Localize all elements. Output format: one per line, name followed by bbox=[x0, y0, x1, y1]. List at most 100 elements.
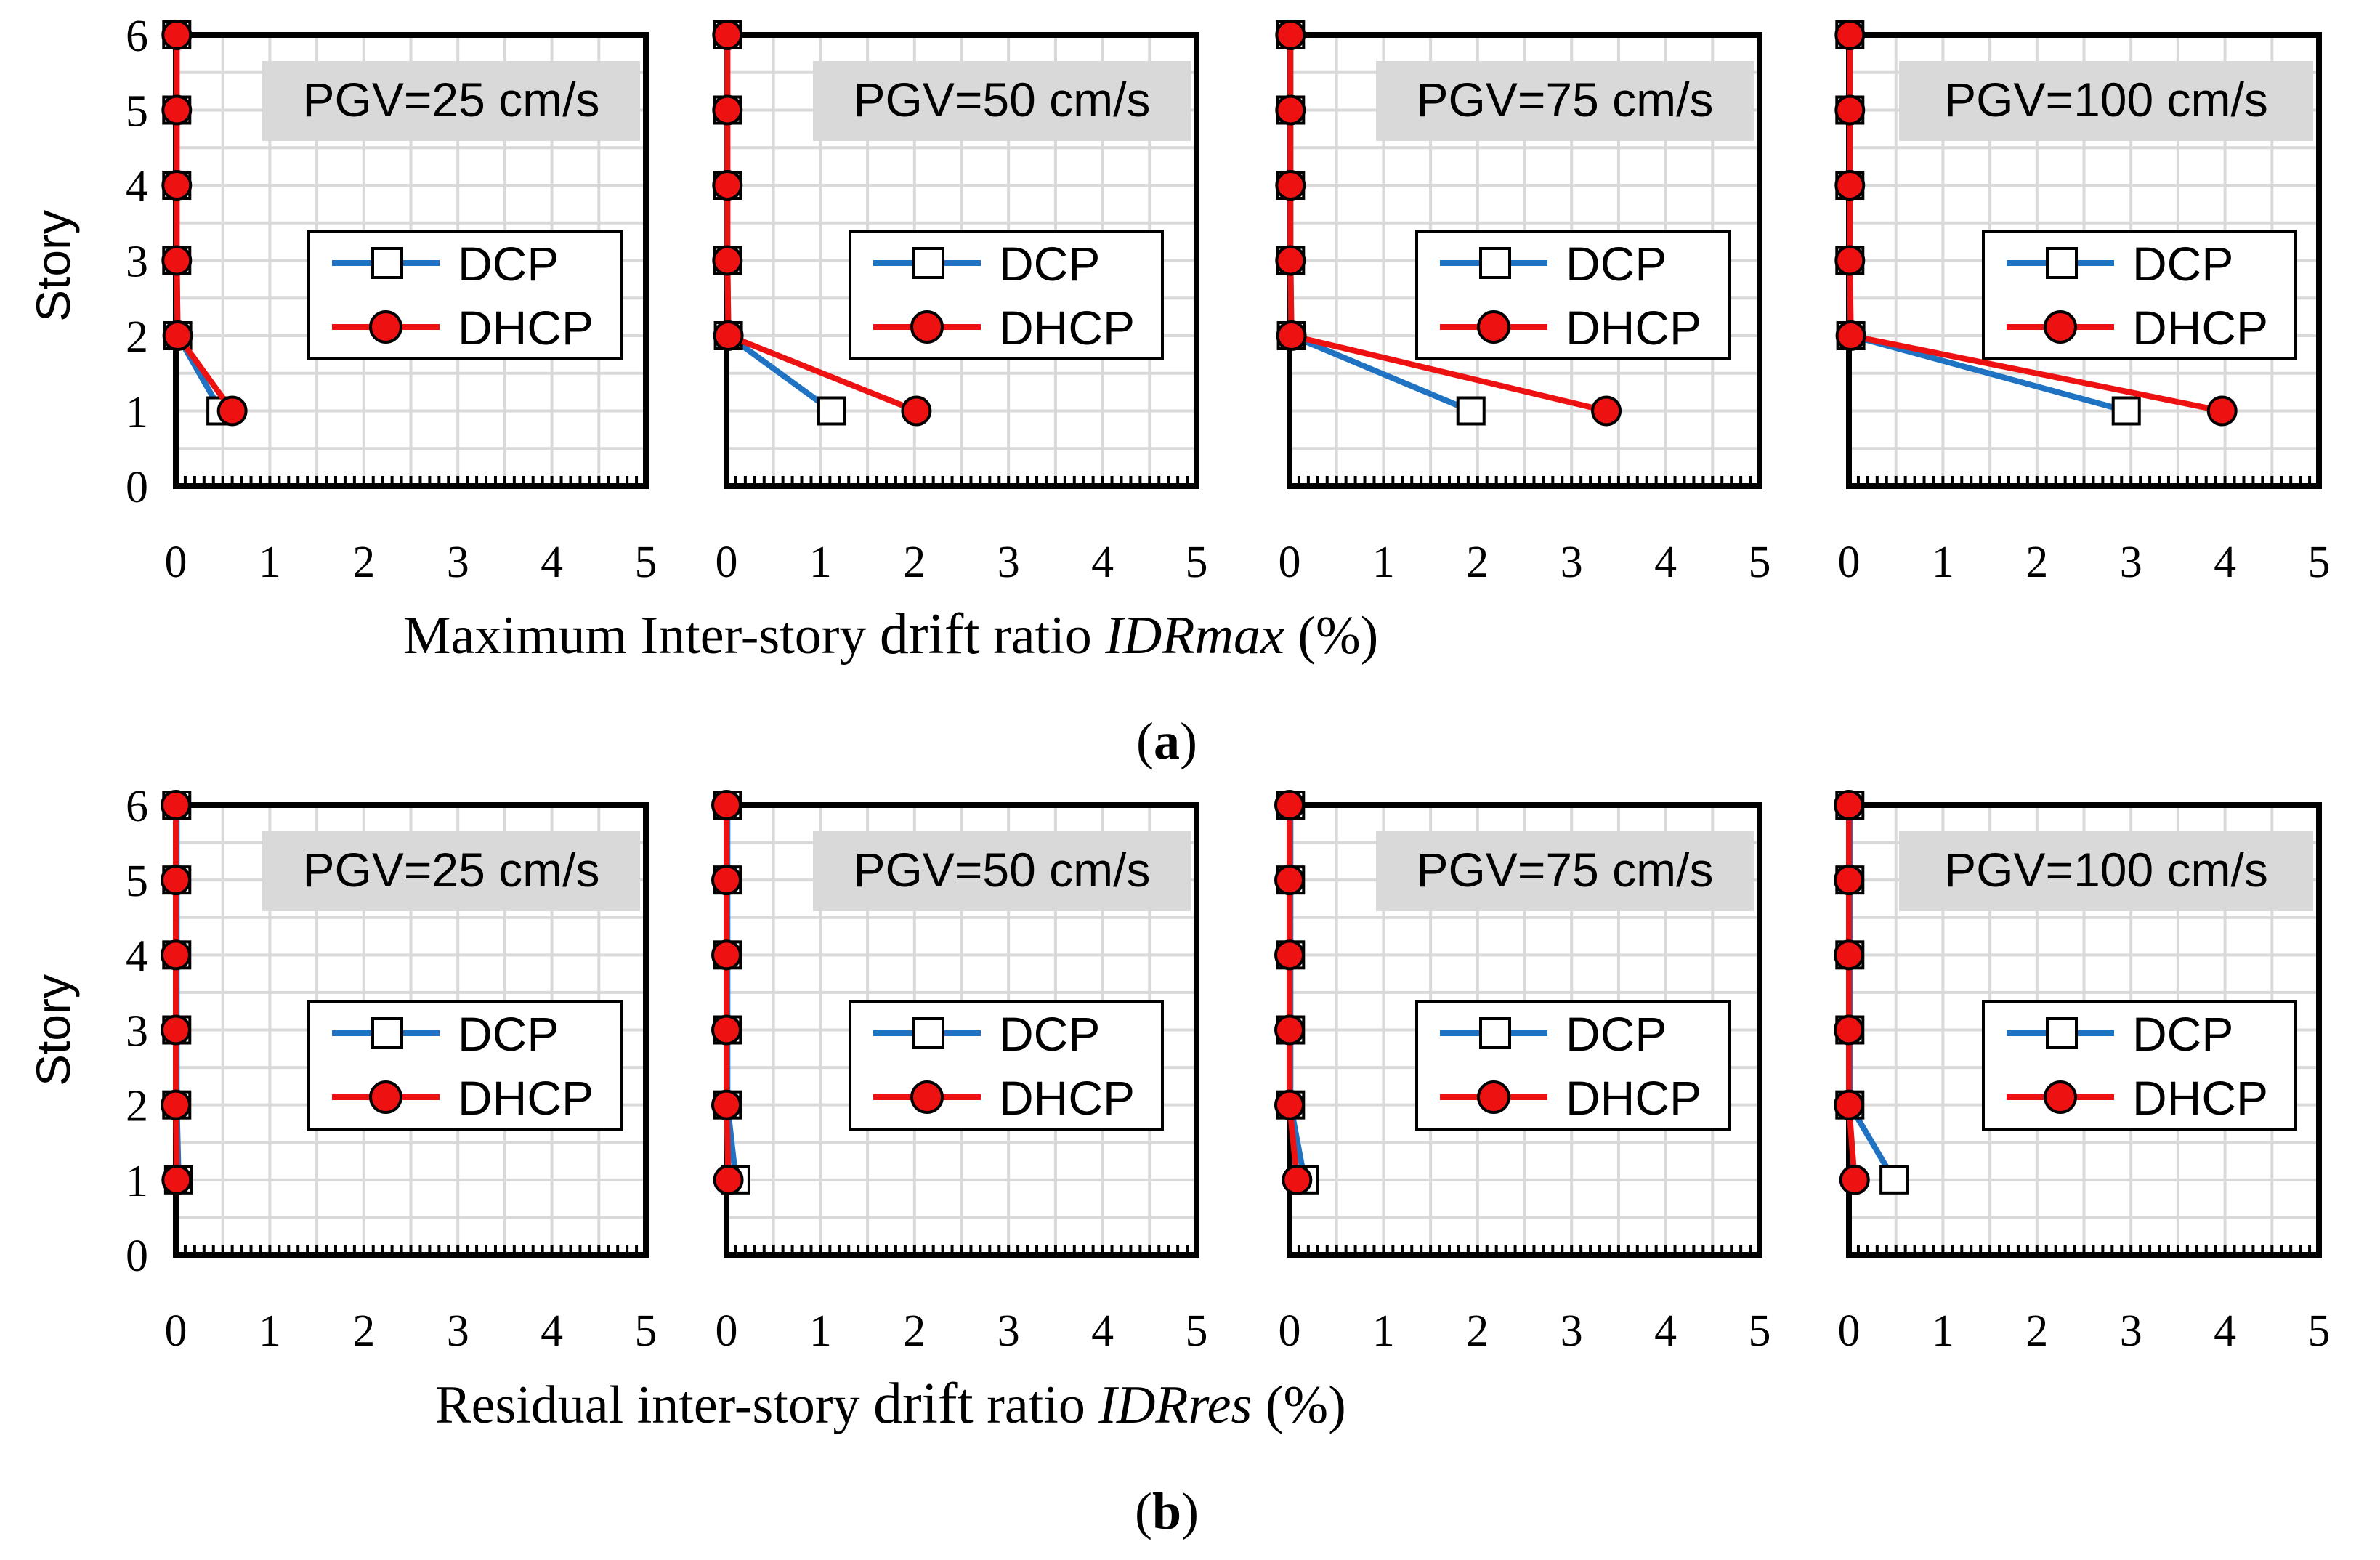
legend-box bbox=[849, 230, 1164, 360]
data-point-dhcp bbox=[161, 790, 191, 820]
x-tick-label: 2 bbox=[903, 1306, 926, 1356]
subplot-title-box bbox=[1899, 831, 2313, 911]
y-tick-label: 0 bbox=[126, 1232, 148, 1281]
x-tick-label: 1 bbox=[809, 538, 832, 587]
subplot-title-box bbox=[813, 831, 1191, 911]
data-point-dhcp bbox=[1835, 320, 1866, 351]
y-tick-label: 5 bbox=[126, 857, 148, 906]
x-tick-label: 3 bbox=[447, 1306, 469, 1356]
y-tick-label: 0 bbox=[126, 463, 148, 512]
x-tick-label: 5 bbox=[1749, 538, 1771, 587]
legend-marker-dhcp bbox=[2044, 310, 2077, 344]
data-point-dhcp bbox=[161, 939, 191, 971]
subplot-title: PGV=50 cm/s bbox=[854, 73, 1151, 126]
data-point-dhcp bbox=[1834, 20, 1866, 50]
data-point-dhcp bbox=[1834, 939, 1864, 971]
legend-label: DHCP bbox=[1566, 301, 1701, 355]
subplot-b-3: PGV=75 cm/s 0 1 2 3 4 5 DCP DHCP bbox=[1274, 790, 1771, 1356]
data-point-dhcp bbox=[1834, 245, 1866, 276]
series-line bbox=[724, 805, 732, 1180]
subplot-title-box bbox=[262, 831, 640, 911]
series-dhcp bbox=[161, 20, 248, 427]
legend-box bbox=[849, 1000, 1164, 1131]
legend-label: DHCP bbox=[999, 301, 1135, 355]
data-point-dcp bbox=[817, 396, 846, 426]
x-tick-label: 3 bbox=[2120, 538, 2142, 587]
x-tick-label: 2 bbox=[1466, 1306, 1489, 1356]
subplot-a-2: PGV=50 cm/s 0 1 2 3 4 5 DCP DHCP bbox=[712, 20, 1208, 587]
legend-box bbox=[1415, 1000, 1731, 1131]
legend-label: DCP bbox=[999, 237, 1100, 291]
data-point-dhcp bbox=[161, 1164, 193, 1195]
data-point-dhcp bbox=[1274, 939, 1305, 971]
series-dhcp bbox=[1834, 20, 2238, 427]
subplot-title: PGV=100 cm/s bbox=[1944, 843, 2268, 897]
x-tick-label: 1 bbox=[1932, 538, 1954, 587]
x-tick-label: 1 bbox=[1372, 538, 1395, 587]
x-tick-label: 5 bbox=[2308, 1306, 2331, 1356]
data-point-dhcp bbox=[1275, 94, 1306, 126]
subplot-title: PGV=75 cm/s bbox=[1417, 843, 1714, 897]
data-point-dhcp bbox=[712, 94, 743, 126]
subplot-b-1: PGV=25 cm/s 0 1 2 3 4 5 0 1 2 3 4 5 6 Story DCP DHCP bbox=[26, 782, 657, 1356]
legend-box bbox=[1982, 1000, 2297, 1131]
data-point-dhcp bbox=[161, 245, 193, 276]
legend-marker-dhcp bbox=[1477, 310, 1510, 344]
y-tick-label: 6 bbox=[126, 12, 148, 61]
subplot-a-4: PGV=100 cm/s 0 1 2 3 4 5 DCP DHCP bbox=[1834, 20, 2331, 587]
legend-marker-dcp bbox=[2046, 1017, 2078, 1049]
legend-label: DCP bbox=[2132, 237, 2233, 291]
legend-marker-dhcp bbox=[1477, 1080, 1510, 1114]
data-point-dhcp bbox=[161, 170, 193, 201]
data-point-dhcp bbox=[711, 790, 742, 820]
data-point-dhcp bbox=[711, 865, 742, 896]
x-tick-label: 4 bbox=[541, 538, 563, 587]
legend-marker-dcp bbox=[371, 1017, 403, 1049]
y-tick-label: 3 bbox=[126, 1007, 148, 1056]
x-tick-label: 0 bbox=[1838, 1306, 1861, 1356]
data-point-dhcp bbox=[2206, 395, 2238, 427]
x-tick-label: 3 bbox=[447, 538, 469, 587]
x-tick-label: 0 bbox=[1279, 538, 1301, 587]
x-tick-label: 0 bbox=[165, 538, 187, 587]
y-tick-label: 2 bbox=[126, 1082, 148, 1131]
x-tick-label: 5 bbox=[1186, 1306, 1208, 1356]
series-dhcp bbox=[161, 790, 193, 1195]
subplot-title: PGV=75 cm/s bbox=[1417, 73, 1714, 126]
legend-label: DHCP bbox=[458, 301, 594, 355]
data-point-dcp bbox=[1456, 396, 1486, 426]
data-point-dhcp bbox=[901, 395, 932, 427]
data-point-dhcp bbox=[1834, 790, 1864, 820]
x-tick-label: 1 bbox=[259, 538, 281, 587]
data-point-dhcp bbox=[713, 320, 744, 351]
x-tick-label: 4 bbox=[1091, 1306, 1114, 1356]
legend-label: DHCP bbox=[1566, 1071, 1701, 1125]
data-point-dhcp bbox=[1834, 1089, 1864, 1120]
subplot-title: PGV=50 cm/s bbox=[854, 843, 1151, 897]
y-axis-label: Story bbox=[26, 210, 80, 322]
data-point-dcp bbox=[1879, 1165, 1909, 1195]
data-point-dhcp bbox=[1276, 320, 1307, 351]
legend-marker-dcp bbox=[1479, 1017, 1511, 1049]
legend-label: DCP bbox=[458, 237, 559, 291]
series-dhcp bbox=[712, 20, 932, 427]
data-point-dhcp bbox=[162, 320, 193, 351]
data-point-dhcp bbox=[1834, 170, 1866, 201]
panel-label-a: (a) bbox=[1136, 712, 1197, 770]
x-tick-label: 1 bbox=[259, 1306, 281, 1356]
series-dhcp bbox=[711, 790, 744, 1195]
y-tick-label: 4 bbox=[126, 931, 148, 981]
x-tick-label: 4 bbox=[541, 1306, 563, 1356]
data-point-dhcp bbox=[1275, 170, 1306, 201]
data-point-dhcp bbox=[711, 939, 742, 971]
x-tick-label: 3 bbox=[1561, 538, 1583, 587]
subplot-title-box bbox=[262, 61, 640, 141]
x-tick-label: 5 bbox=[635, 1306, 657, 1356]
y-tick-label: 3 bbox=[126, 238, 148, 287]
subplot-a-1: PGV=25 cm/s 0 1 2 3 4 5 0 1 2 3 4 5 6 Story DCP DHCP bbox=[26, 12, 657, 587]
series-dhcp bbox=[1275, 20, 1622, 427]
x-tick-label: 2 bbox=[2025, 1306, 2048, 1356]
legend-marker-dhcp bbox=[910, 310, 944, 344]
legend-marker-dcp bbox=[912, 247, 944, 279]
